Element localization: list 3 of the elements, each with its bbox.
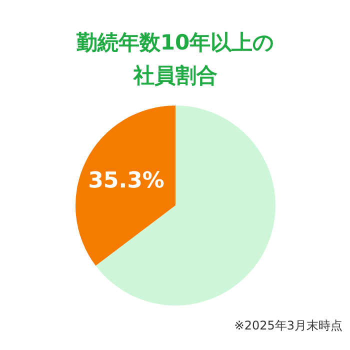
text: ※2025年3月末時点	[234, 318, 343, 332]
chart-title: 勤続年数10年以上の社員割合	[75, 30, 275, 88]
data-label: 35.3%	[88, 168, 164, 194]
